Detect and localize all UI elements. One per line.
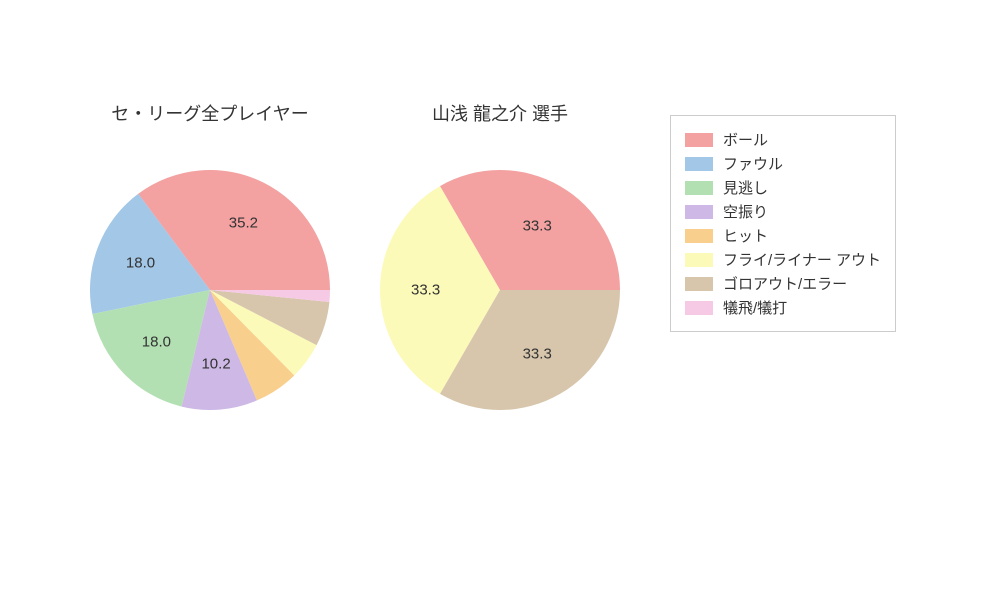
legend-label-sac: 犠飛/犠打	[723, 297, 787, 318]
legend-label-flyout: フライ/ライナー アウト	[723, 249, 881, 270]
legend-label-groundout: ゴロアウト/エラー	[723, 273, 847, 294]
legend-swatch-foul	[685, 157, 713, 171]
pie-title-player: 山浅 龍之介 選手	[432, 100, 568, 126]
pie-label-look: 18.0	[142, 333, 171, 350]
legend-swatch-look	[685, 181, 713, 195]
legend-item-flyout: フライ/ライナー アウト	[685, 249, 881, 270]
legend-item-groundout: ゴロアウト/エラー	[685, 273, 881, 294]
pie-label-swing: 10.2	[201, 356, 230, 373]
legend-swatch-ball	[685, 133, 713, 147]
legend-label-swing: 空振り	[723, 201, 768, 222]
legend-item-look: 見逃し	[685, 177, 881, 198]
legend-swatch-flyout	[685, 253, 713, 267]
legend-item-sac: 犠飛/犠打	[685, 297, 881, 318]
pie-chart-league	[90, 170, 330, 410]
pie-title-league: セ・リーグ全プレイヤー	[111, 100, 308, 126]
legend-item-ball: ボール	[685, 129, 881, 150]
pie-label-ball: 35.2	[229, 215, 258, 232]
legend-swatch-sac	[685, 301, 713, 315]
legend-swatch-hit	[685, 229, 713, 243]
pie-label-groundout: 33.3	[523, 346, 552, 363]
legend-swatch-groundout	[685, 277, 713, 291]
pie-label-flyout: 33.3	[411, 282, 440, 299]
pie-label-ball: 33.3	[523, 217, 552, 234]
legend-label-look: 見逃し	[723, 177, 768, 198]
legend-item-hit: ヒット	[685, 225, 881, 246]
legend-label-hit: ヒット	[723, 225, 768, 246]
legend-item-foul: ファウル	[685, 153, 881, 174]
chart-container: { "background_color": "#ffffff", "title_…	[0, 0, 1000, 600]
legend-label-ball: ボール	[723, 129, 768, 150]
legend-swatch-swing	[685, 205, 713, 219]
legend: ボールファウル見逃し空振りヒットフライ/ライナー アウトゴロアウト/エラー犠飛/…	[670, 115, 896, 332]
legend-label-foul: ファウル	[723, 153, 783, 174]
pie-label-foul: 18.0	[126, 255, 155, 272]
legend-item-swing: 空振り	[685, 201, 881, 222]
